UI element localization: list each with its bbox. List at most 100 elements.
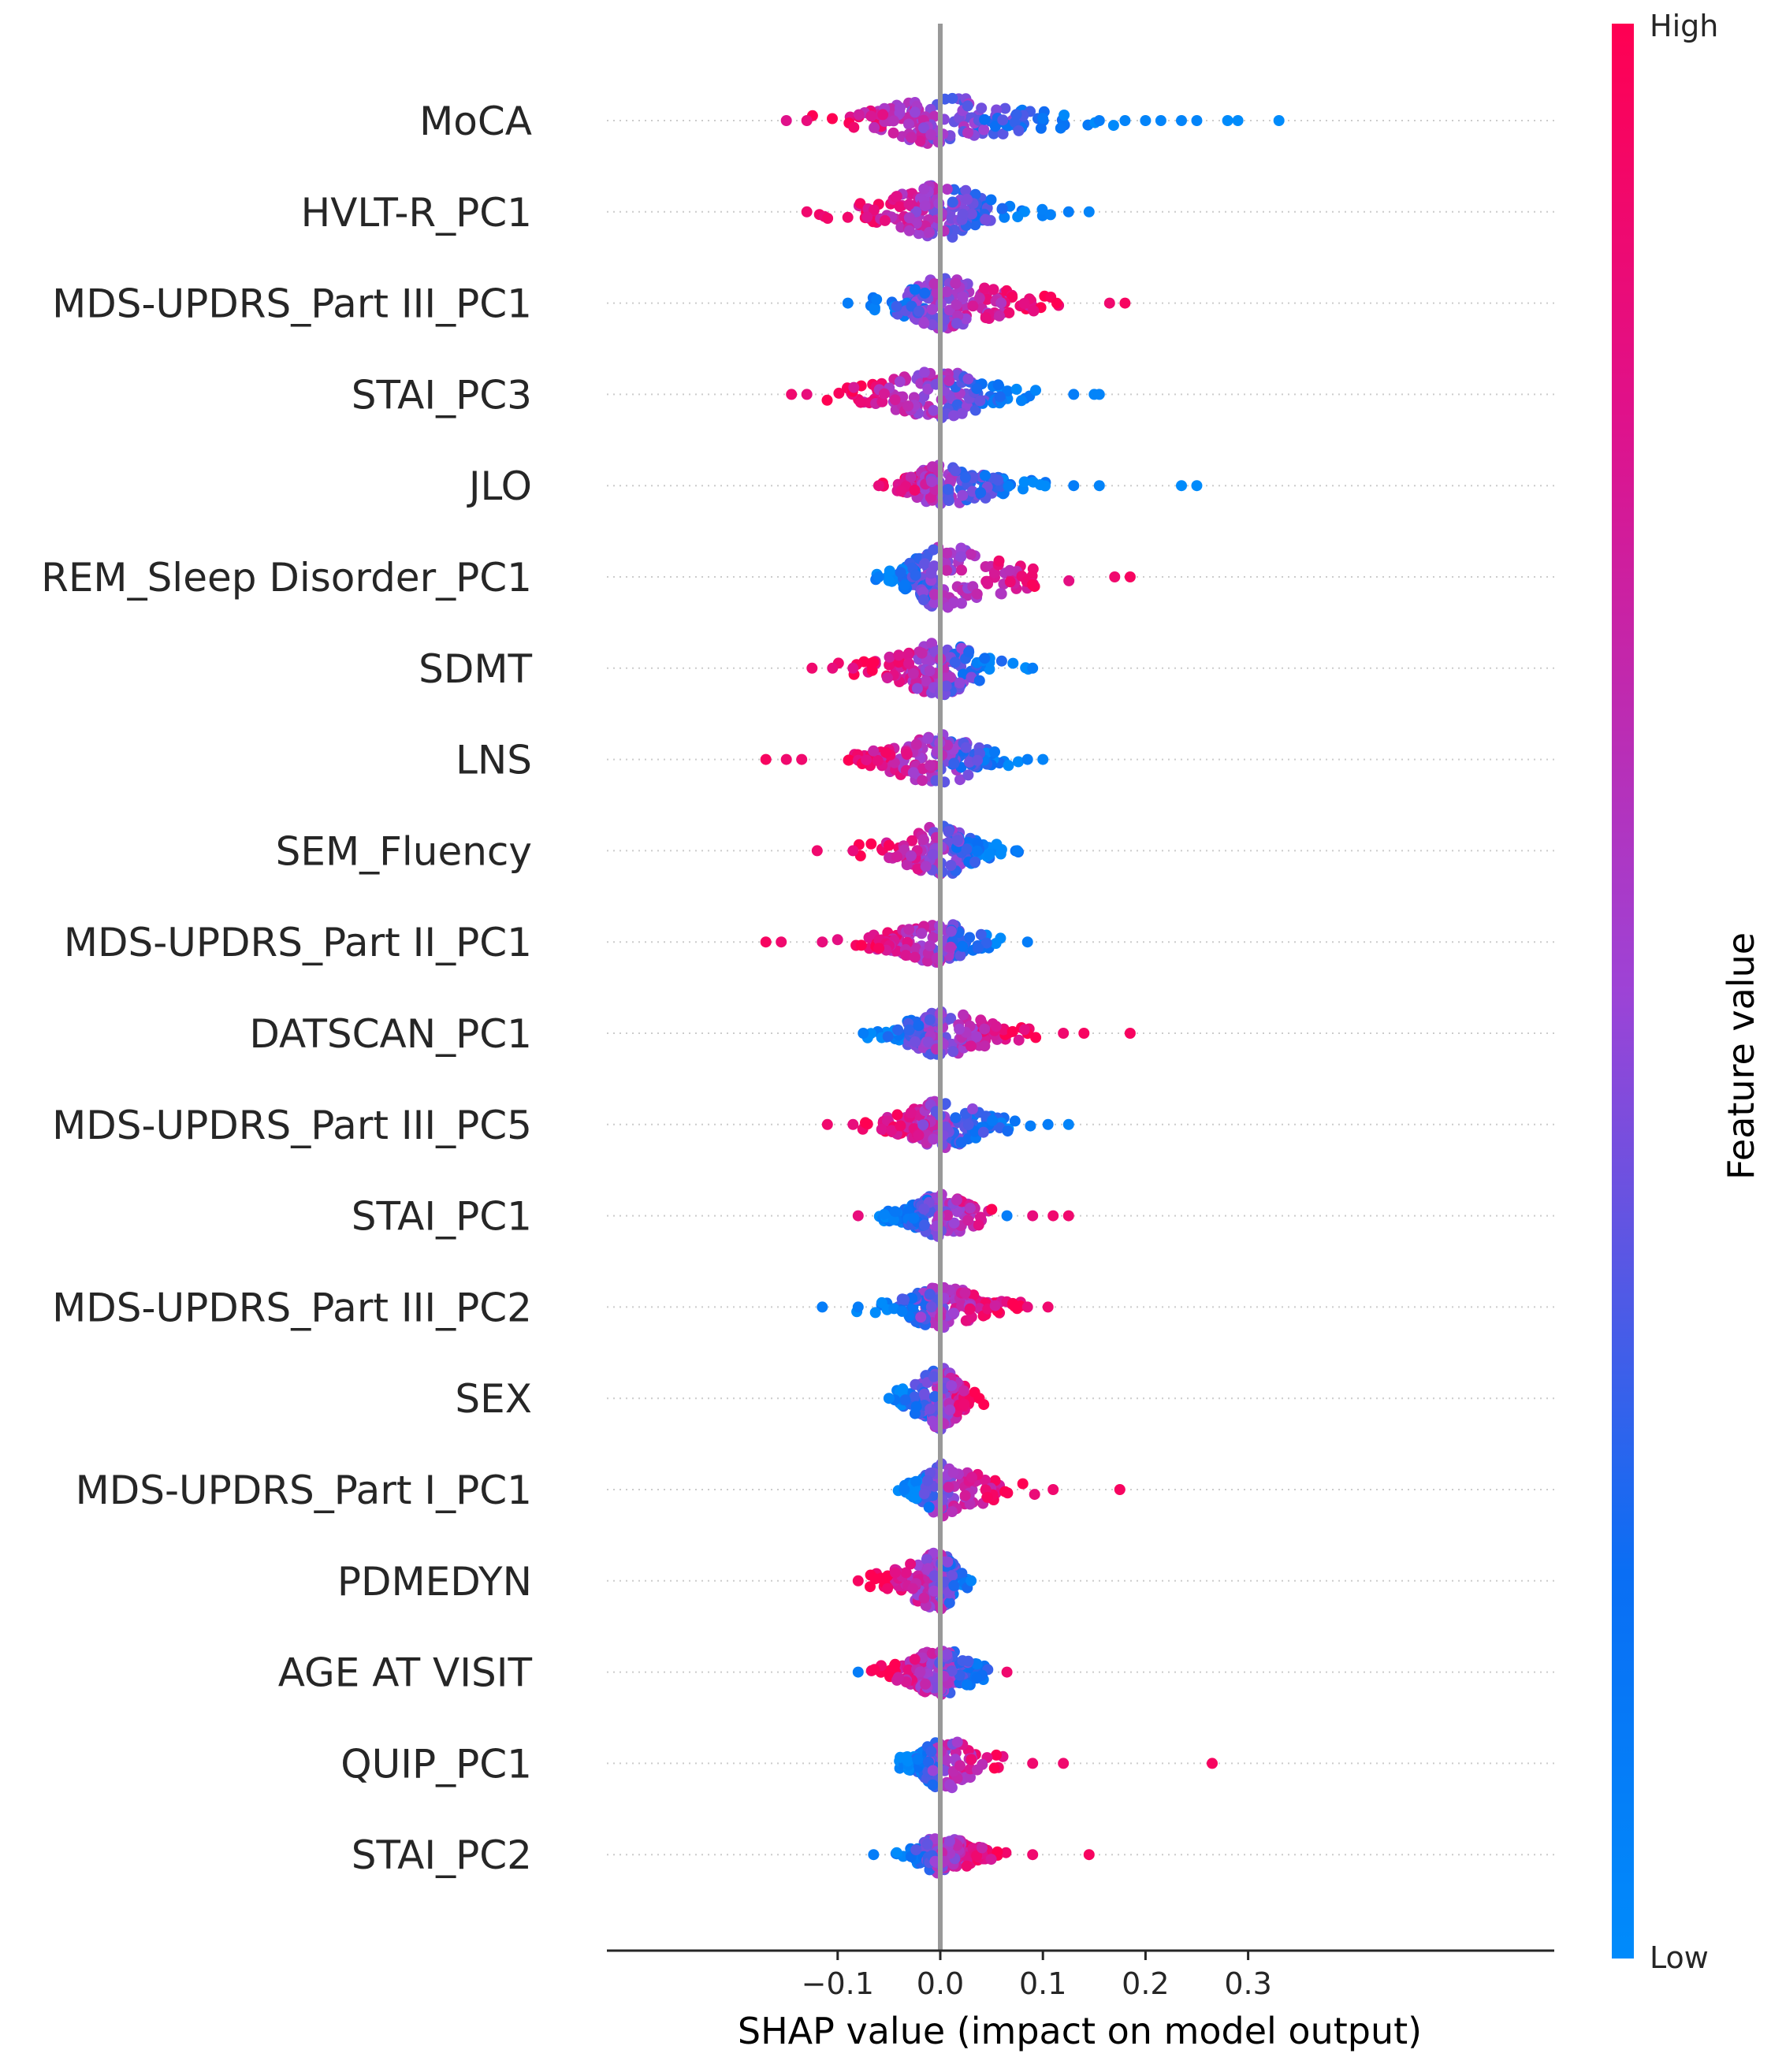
shap-point [883, 575, 895, 586]
shap-point [918, 1488, 930, 1500]
shap-point [895, 1751, 906, 1763]
shap-point [879, 214, 891, 226]
shap-point [973, 1219, 984, 1231]
shap-point [871, 294, 883, 305]
feature-label: REM_Sleep Disorder_PC1 [41, 555, 532, 601]
shap-point [811, 845, 823, 857]
shap-point [916, 928, 928, 939]
shap-point [910, 1844, 922, 1856]
shap-point [877, 109, 889, 121]
shap-point [947, 1570, 958, 1582]
shap-point [855, 939, 867, 951]
shap-point [1058, 1028, 1070, 1039]
shap-point [922, 955, 933, 967]
shap-point [900, 950, 912, 962]
shap-point [872, 480, 884, 492]
shap-point [882, 1031, 894, 1043]
shap-point [962, 769, 974, 781]
shap-point [1040, 480, 1051, 492]
shap-point [1062, 206, 1074, 218]
shap-point [887, 127, 899, 139]
shap-point [975, 1014, 987, 1026]
shap-point [1093, 389, 1105, 400]
shap-point [869, 302, 880, 314]
shap-point [892, 1672, 904, 1683]
shap-point [1004, 564, 1016, 576]
feature-label: STAI_PC1 [352, 1194, 532, 1240]
feature-label: HVLT-R_PC1 [301, 190, 532, 236]
shap-point [889, 1567, 901, 1579]
shap-point [876, 1123, 887, 1135]
shap-point [945, 1013, 957, 1025]
shap-point [891, 191, 902, 203]
shap-point [910, 569, 921, 581]
shap-point [1027, 1849, 1039, 1861]
shap-point [925, 1746, 937, 1758]
shap-point [909, 484, 921, 496]
shap-point [1009, 1115, 1021, 1127]
shap-point [990, 938, 1002, 949]
shap-point [958, 1385, 969, 1397]
shap-point [947, 1467, 959, 1479]
shap-point [958, 1009, 969, 1021]
shap-point [914, 1666, 926, 1678]
shap-point [972, 943, 984, 954]
shap-point [979, 653, 991, 664]
shap-point [861, 754, 872, 766]
shap-point [921, 1838, 933, 1850]
shap-point [910, 1401, 922, 1412]
shap-point [780, 115, 792, 126]
shap-point [902, 649, 913, 660]
shap-point [944, 1779, 956, 1791]
feature-label: PDMEDYN [337, 1559, 532, 1605]
shap-point [894, 201, 906, 213]
shap-point [910, 943, 921, 954]
shap-point [957, 940, 968, 952]
x-axis-title: SHAP value (impact on model output) [738, 2010, 1422, 2052]
colorbar-low-label: Low [1650, 1940, 1709, 1975]
shap-point [985, 194, 997, 206]
shap-point [860, 1117, 871, 1129]
shap-point [878, 1208, 890, 1220]
shap-point [891, 1847, 902, 1858]
shap-point [926, 638, 938, 649]
shap-point [1103, 297, 1115, 309]
shap-point [926, 303, 938, 315]
shap-point [971, 1672, 983, 1684]
shap-point [1021, 1301, 1033, 1313]
shap-point [910, 284, 921, 296]
shap-point [822, 213, 834, 224]
shap-point [1018, 298, 1030, 309]
shap-point [928, 932, 939, 943]
shap-point [941, 184, 953, 195]
shap-point [821, 394, 833, 406]
shap-point [988, 284, 999, 296]
colorbar-high-label: High [1650, 9, 1718, 43]
shap-point [865, 1028, 876, 1040]
shap-point [1017, 1478, 1029, 1490]
shap-point [943, 1836, 955, 1847]
shap-point [887, 1214, 899, 1226]
shap-point [1068, 480, 1080, 492]
shap-point [947, 1046, 959, 1058]
shap-point [1016, 395, 1027, 407]
shap-point [923, 1756, 934, 1768]
shap-point [886, 1125, 898, 1136]
shap-point [884, 659, 895, 671]
feature-label: MDS-UPDRS_Part III_PC5 [52, 1103, 532, 1148]
shap-point [876, 1296, 887, 1308]
shap-point [1037, 113, 1048, 125]
shap-point [945, 941, 957, 953]
shap-point [842, 297, 854, 309]
shap-point [945, 860, 957, 871]
shap-point [899, 1293, 910, 1305]
shap-point [962, 127, 973, 139]
x-tick-label: 0.3 [1224, 1966, 1271, 2001]
shap-point [1025, 1120, 1036, 1132]
shap-point [905, 471, 917, 483]
shap-point [925, 1301, 937, 1313]
feature-label: STAI_PC2 [352, 1832, 532, 1878]
shap-point [951, 1206, 963, 1218]
shap-point [975, 487, 987, 498]
shap-point [950, 465, 962, 477]
